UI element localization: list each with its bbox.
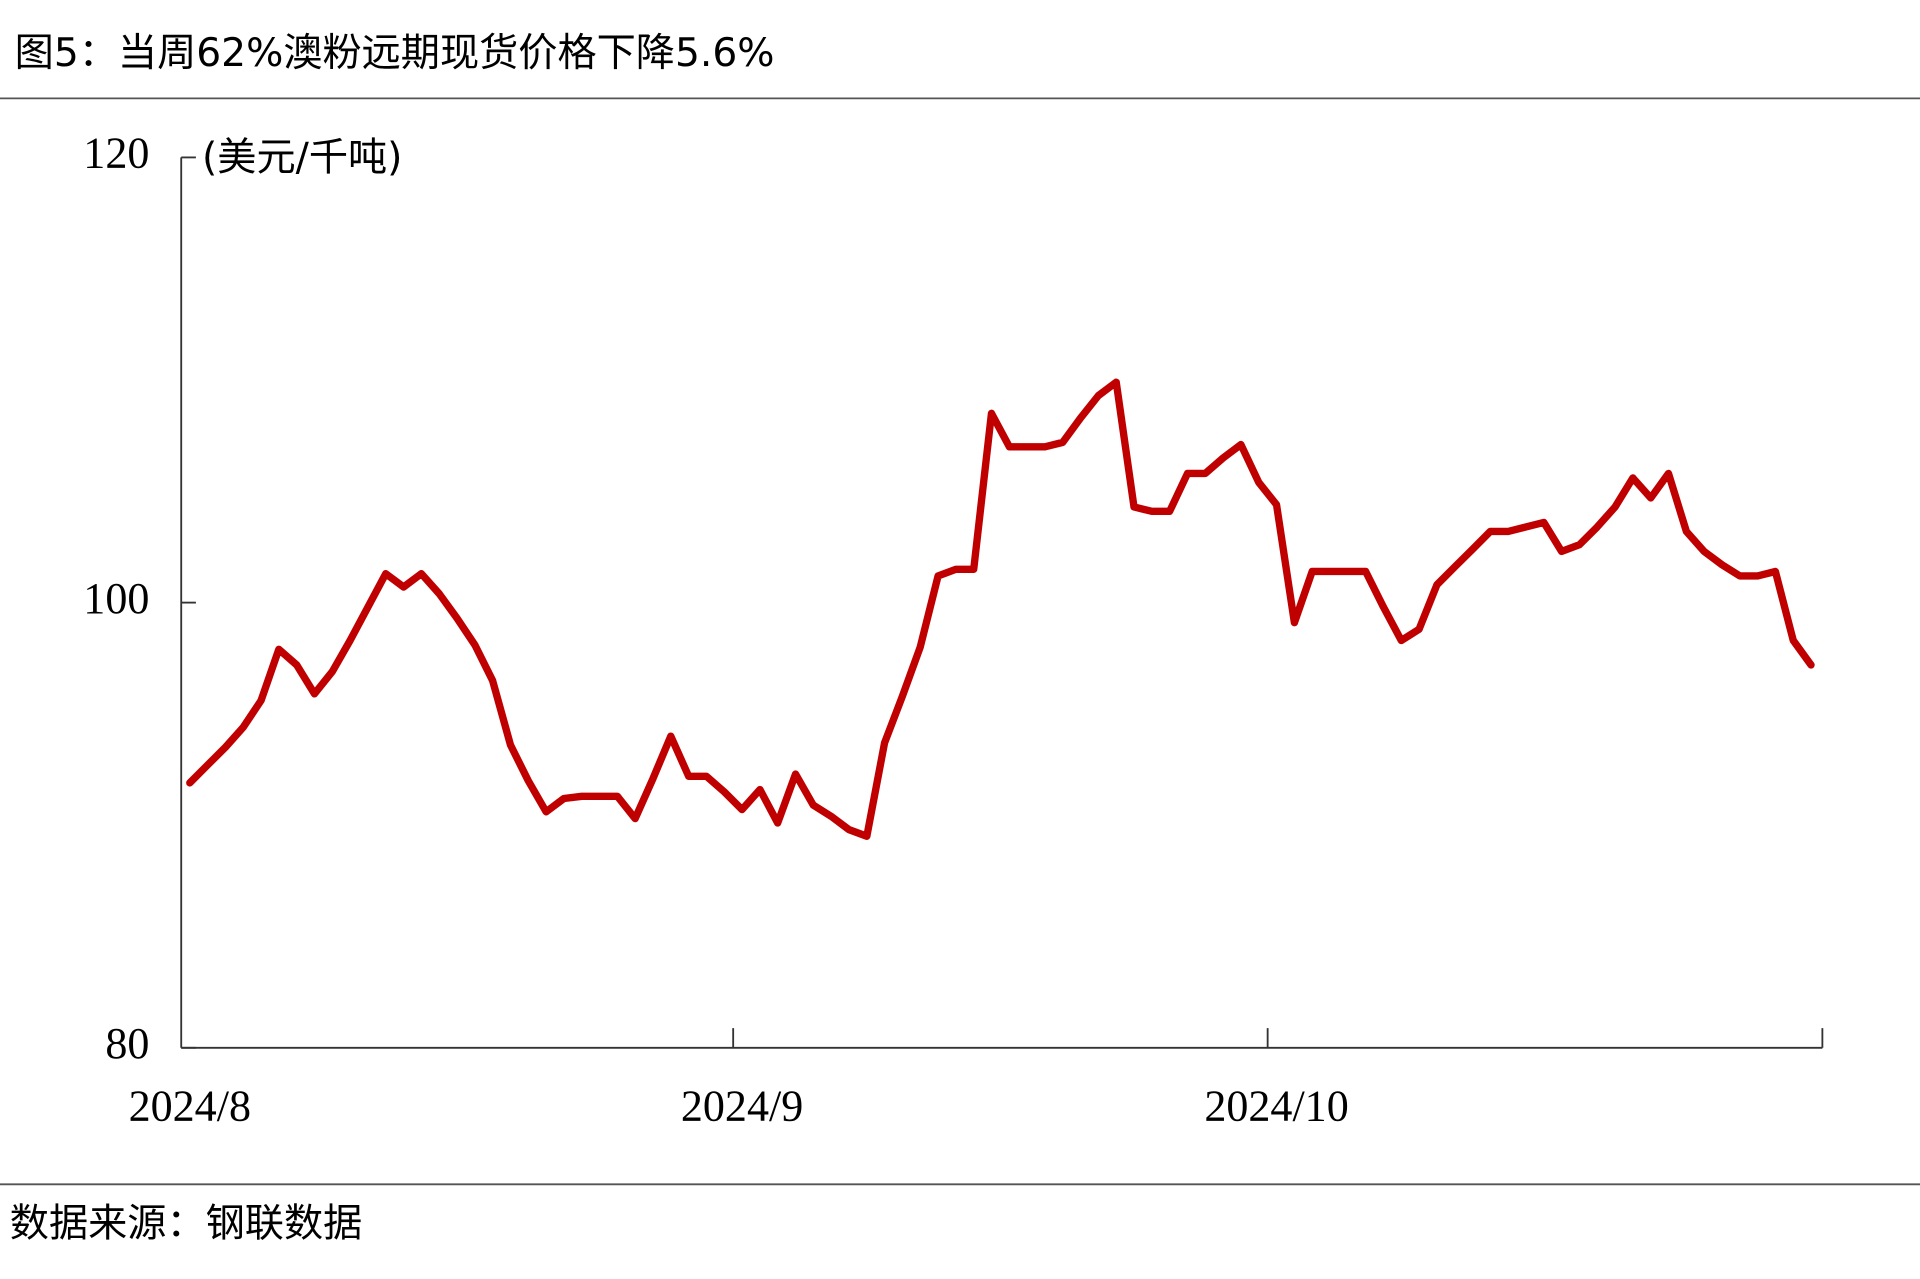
data-line — [186, 378, 1815, 840]
source: 数据来源：钢联数据 — [10, 1202, 362, 1247]
y-tick-label: 120 — [83, 128, 149, 177]
y-axis-label: (美元/千吨) — [202, 135, 402, 180]
x-tick-label: 2024/10 — [1204, 1082, 1348, 1131]
chart-title: 图5：当周62%澳粉远期现货价格下降5.6% — [15, 31, 775, 76]
x-tick-label: 2024/8 — [129, 1082, 251, 1131]
y-tick-label: 100 — [83, 574, 149, 623]
x-tick-label: 2024/9 — [681, 1082, 803, 1131]
y-tick-label: 80 — [105, 1019, 149, 1068]
